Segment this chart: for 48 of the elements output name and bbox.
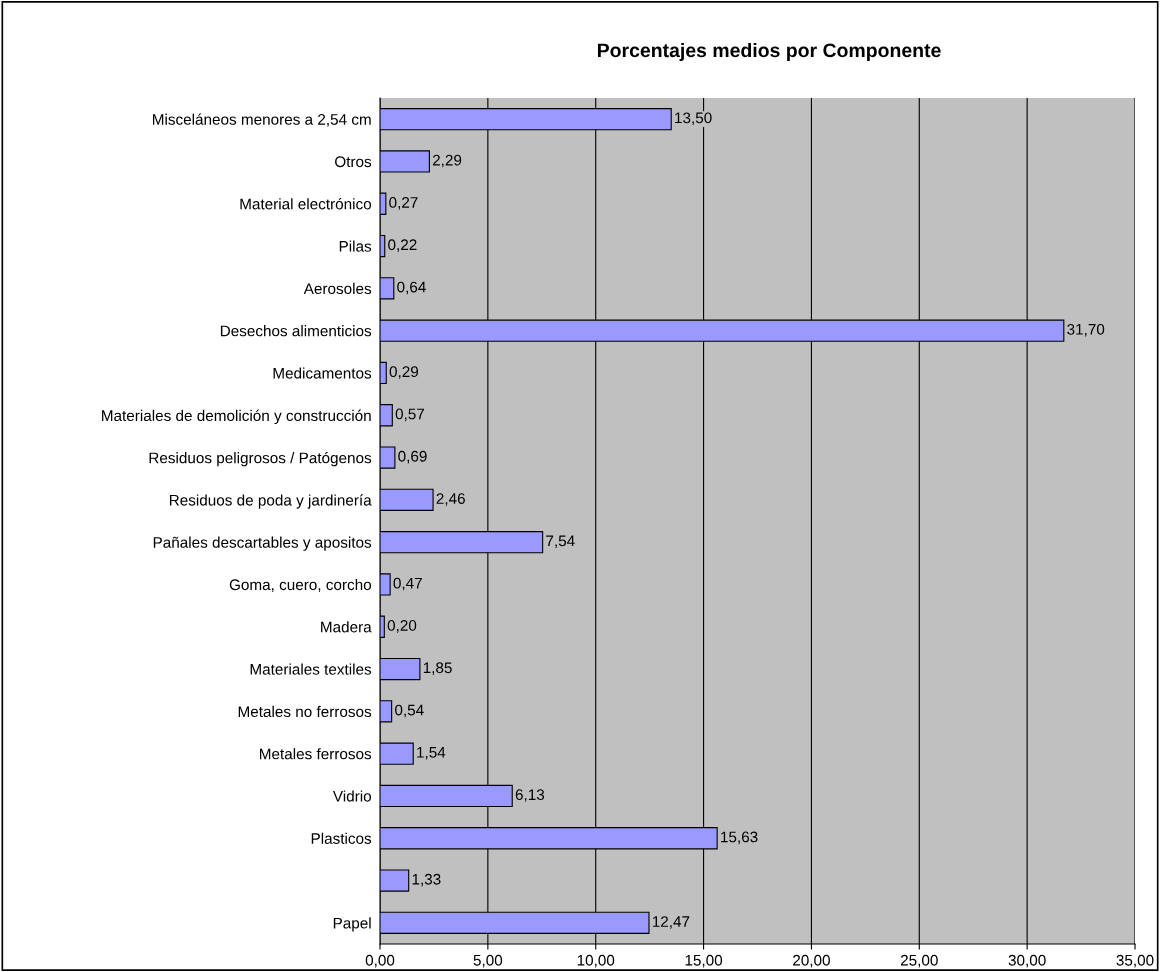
y-tick-label: Pilas	[339, 240, 372, 252]
y-tick-label: Aerosoles	[303, 282, 372, 295]
data-label: 0,47	[393, 577, 422, 591]
data-label: 15,63	[721, 831, 758, 845]
data-label: 31,70	[1067, 323, 1105, 337]
y-tick-label: Misceláneos menores a 2,54 cm	[153, 113, 371, 127]
data-label: 0,69	[398, 450, 427, 464]
data-label: 1,54	[417, 747, 446, 760]
y-tick-label: Otros	[335, 156, 372, 168]
data-label: 6,13	[515, 789, 545, 802]
data-label: 2,46	[436, 493, 465, 506]
data-label: 13,50	[675, 112, 712, 126]
y-tick-label: Residuos de poda y jardinería	[169, 494, 372, 509]
y-tick-label: Material electrónico	[240, 198, 372, 210]
y-tick-label: Vidrio	[332, 790, 372, 802]
data-label: 0,64	[397, 281, 426, 295]
data-label: 0,27	[389, 197, 418, 210]
data-label: 12,47	[652, 916, 690, 929]
data-label: 0,57	[395, 408, 425, 422]
y-tick-label: Madera	[321, 621, 372, 633]
data-label: 1,85	[423, 662, 452, 675]
y-tick-label: Materiales de demolición y construcción	[102, 409, 371, 425]
x-tick-label: 25,00	[900, 954, 938, 968]
x-tick-label: 15,00	[685, 954, 723, 968]
x-tick-label: 10,00	[577, 954, 615, 968]
x-tick-label: 20,00	[793, 954, 830, 968]
x-tick-label: 5,00	[473, 954, 503, 968]
data-label: 7,54	[546, 535, 575, 549]
y-tick-label: Desechos alimenticios	[220, 325, 372, 337]
y-tick-label: Materiales textiles	[250, 663, 372, 675]
x-tick-label: 35,00	[1116, 954, 1154, 968]
y-tick-label: Metales ferrosos	[260, 748, 372, 760]
chart-title: Porcentajes medios por Componente	[597, 42, 941, 62]
data-label: 0,29	[389, 366, 419, 379]
x-tick-label: 30,00	[1008, 954, 1046, 968]
y-tick-label: Medicamentos	[273, 367, 372, 379]
y-tick-label: Metales no ferrosos	[238, 705, 372, 718]
data-label: 2,29	[432, 154, 462, 168]
y-tick-label: Goma, cuero, corcho	[229, 578, 372, 592]
data-label: 0,20	[387, 620, 417, 633]
data-label: 1,33	[412, 873, 441, 887]
y-tick-label: Plasticos	[311, 832, 372, 844]
y-tick-label: Pañales descartables y apositos	[153, 536, 372, 551]
data-label: 0,22	[388, 239, 417, 252]
y-tick-label: Residuos peligrosos / Patógenos	[149, 451, 372, 467]
y-tick-label: Papel	[333, 917, 371, 932]
x-tick-label: 0,00	[365, 954, 395, 968]
data-label: 0,54	[395, 704, 424, 718]
